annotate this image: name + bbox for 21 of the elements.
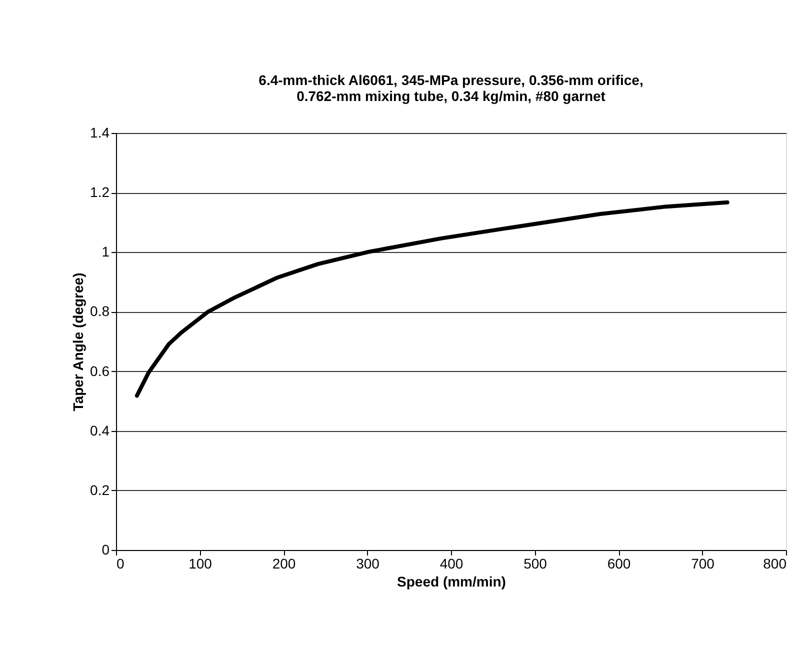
x-tick-label: 700 xyxy=(691,556,715,572)
x-tick-label: 600 xyxy=(607,556,631,572)
y-tick-label: 1 xyxy=(102,244,110,260)
text: 0.762-mm mixing tube, 0.34 kg/min, #80 garnet xyxy=(296,88,606,104)
y-tick-label: 0.6 xyxy=(90,362,110,379)
x-axis-title: Speed (mm/min) xyxy=(397,574,506,590)
x-tick-label: 800 xyxy=(763,556,787,572)
x-tick-label: 300 xyxy=(356,556,380,572)
y-tick-label: 1.4 xyxy=(90,124,110,140)
y-tick-label: 0.8 xyxy=(90,303,110,320)
y-tick-label: 0 xyxy=(102,542,110,558)
x-tick-label: 500 xyxy=(524,556,548,572)
y-tick-label: 0.4 xyxy=(90,422,110,438)
x-tick-label: 400 xyxy=(440,556,464,572)
y-axis-title: Taper Angle (degree) xyxy=(70,272,86,412)
y-tick-label: 0.2 xyxy=(90,482,110,498)
x-tick-label: 100 xyxy=(188,556,212,572)
text: 6.4-mm-thick Al6061, 345-MPa pressure, 0.356-mm orifice, xyxy=(258,72,644,88)
x-tick-label: 200 xyxy=(272,556,296,572)
y-tick-label: 1.2 xyxy=(90,184,110,200)
x-tick-label: 0 xyxy=(116,556,124,572)
